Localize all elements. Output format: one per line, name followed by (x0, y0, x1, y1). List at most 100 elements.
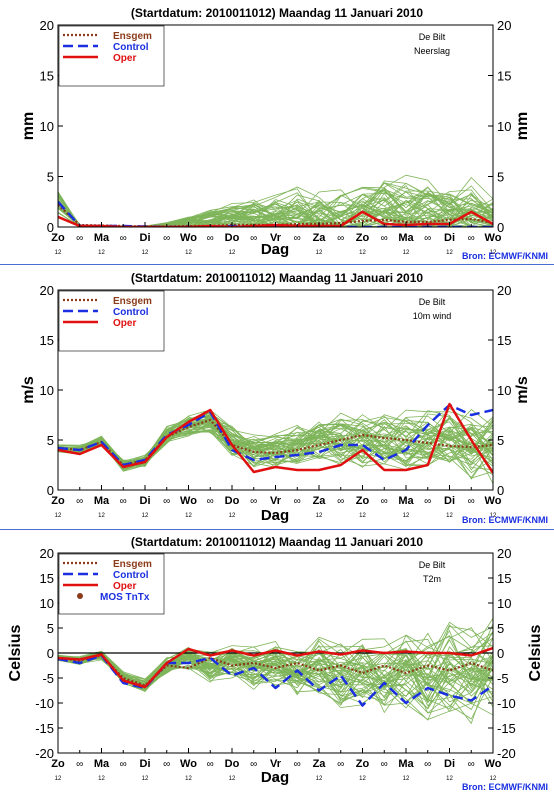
y-tick-label-left: -5 (42, 671, 54, 686)
series-line-control (58, 654, 493, 707)
x-day-label: Ma (94, 758, 110, 770)
x-hour-label: 12 (272, 250, 279, 256)
x-midnight-symbol: ∞ (468, 496, 475, 507)
y-tick-label-left: 5 (47, 170, 54, 185)
y-axis-label-right: m/s (514, 376, 531, 404)
variable-label: 10m wind (413, 311, 452, 321)
x-hour-label: 12 (403, 250, 410, 256)
y-tick-label-right: 15 (497, 571, 511, 586)
y-tick-label-right: 20 (497, 18, 511, 33)
x-day-label: Ma (94, 495, 110, 507)
x-midnight-symbol: ∞ (381, 233, 388, 244)
x-day-label: Ma (398, 495, 414, 507)
series-line-oper (58, 402, 493, 474)
y-tick-label-left: -10 (35, 696, 54, 711)
panel-precip: (Startdatum: 2010011012) Maandag 11 Janu… (20, 6, 548, 261)
x-day-label: Wo (180, 495, 197, 507)
ensemble-members (58, 174, 493, 227)
x-midnight-symbol: ∞ (163, 496, 170, 507)
x-midnight-symbol: ∞ (120, 496, 127, 507)
x-day-label: Di (444, 495, 455, 507)
y-tick-label-right: 5 (497, 433, 504, 448)
x-hour-label: 12 (229, 776, 236, 782)
y-tick-label-right: -5 (497, 671, 509, 686)
y-axis-label-right: Celsius (527, 624, 544, 681)
x-day-label: Do (225, 495, 240, 507)
x-midnight-symbol: ∞ (207, 496, 214, 507)
x-midnight-symbol: ∞ (207, 233, 214, 244)
x-hour-label: 12 (316, 776, 323, 782)
x-day-label: Wo (485, 758, 502, 770)
x-hour-label: 12 (490, 776, 497, 782)
x-midnight-symbol: ∞ (207, 759, 214, 770)
x-midnight-symbol: ∞ (163, 759, 170, 770)
y-tick-label-right: 15 (497, 69, 511, 84)
y-axis-label-left: m/s (20, 376, 37, 404)
legend-entry: Ensgem (113, 296, 152, 307)
source-label: Bron: ECMWF/KNMI (462, 251, 548, 261)
x-day-label: Za (313, 495, 327, 507)
x-hour-label: 12 (359, 776, 366, 782)
x-day-label: Ma (94, 232, 110, 244)
x-hour-label: 12 (490, 250, 497, 256)
x-midnight-symbol: ∞ (76, 759, 83, 770)
legend-entry: Control (113, 42, 149, 53)
x-midnight-symbol: ∞ (163, 233, 170, 244)
x-day-label: Wo (180, 232, 197, 244)
series-line-ensgem (58, 654, 493, 687)
x-day-label: Wo (180, 758, 197, 770)
x-axis-label: Dag (261, 241, 289, 258)
y-tick-label-left: 10 (40, 383, 54, 398)
x-hour-label: 12 (98, 776, 105, 782)
x-hour-label: 12 (446, 513, 453, 519)
ensemble-member-line (58, 632, 493, 692)
x-midnight-symbol: ∞ (120, 759, 127, 770)
y-tick-label-left: -20 (35, 746, 54, 761)
legend-entry: Oper (113, 581, 136, 592)
x-day-label: Zo (51, 758, 65, 770)
ensemble-members (58, 618, 493, 725)
legend-marker-mos (77, 593, 83, 599)
x-axis-label: Dag (261, 769, 289, 786)
station-label: De Bilt (419, 297, 446, 307)
y-tick-label-right: 20 (497, 546, 511, 561)
x-midnight-symbol: ∞ (337, 233, 344, 244)
x-day-label: Zo (51, 232, 65, 244)
x-hour-label: 12 (446, 776, 453, 782)
variable-label: T2m (423, 574, 441, 584)
station-label: De Bilt (419, 32, 446, 42)
y-tick-label-right: -10 (497, 696, 516, 711)
x-midnight-symbol: ∞ (424, 496, 431, 507)
x-day-label: Di (140, 232, 151, 244)
x-day-label: Di (444, 758, 455, 770)
x-day-label: Wo (485, 495, 502, 507)
y-tick-label-left: 20 (40, 18, 54, 33)
x-day-label: Zo (51, 495, 65, 507)
x-midnight-symbol: ∞ (337, 759, 344, 770)
chart-title: (Startdatum: 2010011012) Maandag 11 Janu… (131, 271, 423, 285)
y-tick-label-left: 10 (40, 596, 54, 611)
x-hour-label: 12 (55, 513, 62, 519)
y-tick-label-right: 10 (497, 596, 511, 611)
y-tick-label-left: 0 (47, 646, 54, 661)
y-tick-label-left: 15 (40, 333, 54, 348)
y-tick-label-left: 15 (40, 571, 54, 586)
x-midnight-symbol: ∞ (294, 759, 301, 770)
x-hour-label: 12 (316, 250, 323, 256)
x-day-label: Zo (356, 758, 370, 770)
y-tick-label-right: 10 (497, 119, 511, 134)
y-tick-label-left: 5 (47, 433, 54, 448)
y-tick-label-left: 20 (40, 546, 54, 561)
series-line-oper (58, 646, 493, 689)
chart-title: (Startdatum: 2010011012) Maandag 11 Janu… (131, 6, 423, 20)
x-day-label: Di (140, 495, 151, 507)
variable-label: Neerslag (414, 46, 450, 56)
legend-entry: Control (113, 307, 149, 318)
x-day-label: Zo (356, 232, 370, 244)
x-midnight-symbol: ∞ (250, 496, 257, 507)
y-tick-label-left: 0 (47, 483, 54, 498)
y-tick-label-left: 5 (47, 621, 54, 636)
x-midnight-symbol: ∞ (468, 233, 475, 244)
x-day-label: Za (313, 232, 327, 244)
